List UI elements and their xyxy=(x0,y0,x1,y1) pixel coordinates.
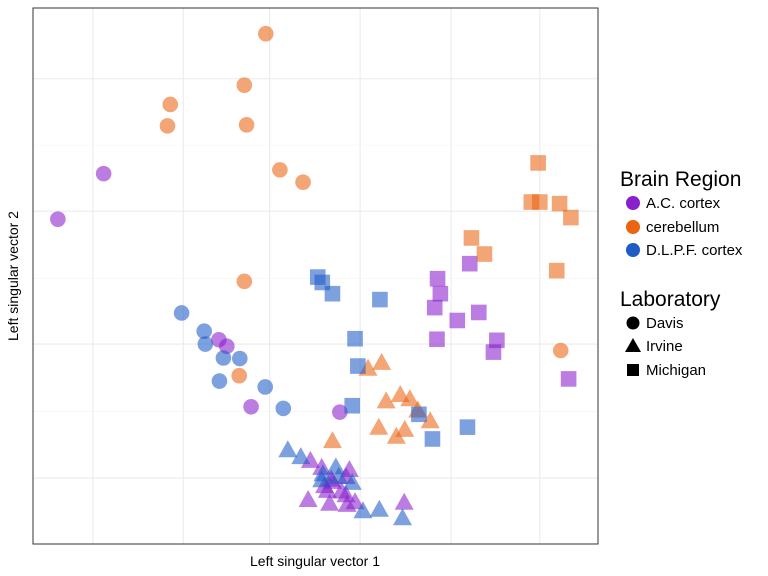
data-point-a-c-cortex-michigan xyxy=(429,331,445,348)
data-point-cerebellum-michigan xyxy=(532,194,548,210)
data-point-cerebellum-davis xyxy=(295,174,311,190)
data-point-cerebellum-irvine xyxy=(372,352,392,370)
data-point-d-l-p-f-cortex-irvine xyxy=(369,499,389,517)
data-point-d-l-p-f-cortex-irvine xyxy=(291,447,311,465)
data-point-a-c-cortex-irvine xyxy=(317,480,337,498)
data-point-d-l-p-f-cortex-irvine xyxy=(353,501,373,519)
data-point-cerebellum-davis xyxy=(272,162,288,178)
legend-lab-title: Laboratory xyxy=(620,288,721,311)
data-point-d-l-p-f-cortex-davis xyxy=(211,373,228,389)
data-point-a-c-cortex-davis xyxy=(95,165,112,182)
data-point-d-l-p-f-cortex-irvine xyxy=(329,467,349,484)
data-point-cerebellum-michigan xyxy=(463,230,480,246)
data-point-cerebellum-davis xyxy=(231,367,248,384)
data-point-d-l-p-f-cortex-davis xyxy=(275,400,292,417)
data-point-cerebellum-davis xyxy=(257,25,274,42)
data-point-d-l-p-f-cortex-michigan xyxy=(459,419,476,435)
data-point-a-c-cortex-irvine xyxy=(345,492,365,510)
plot-border xyxy=(32,7,599,545)
data-point-d-l-p-f-cortex-davis xyxy=(231,350,248,367)
x-axis-title: Left singular vector 1 xyxy=(250,553,380,569)
data-point-a-c-cortex-michigan xyxy=(470,304,487,321)
major-gridlines xyxy=(33,8,598,544)
data-point-d-l-p-f-cortex-michigan xyxy=(424,431,441,447)
data-point-a-c-cortex-davis xyxy=(331,404,348,420)
legend-region-title: Brain Region xyxy=(620,168,741,191)
data-point-d-l-p-f-cortex-michigan xyxy=(350,358,366,374)
y-axis-title: Left singular vector 2 xyxy=(5,211,21,341)
data-point-d-l-p-f-cortex-michigan xyxy=(344,397,361,414)
data-point-a-c-cortex-irvine xyxy=(320,493,340,511)
data-point-a-c-cortex-michigan xyxy=(449,312,466,329)
legend-region-label-dlpf-cortex: D.L.P.F. cortex xyxy=(646,242,743,259)
data-point-cerebellum-davis xyxy=(552,342,569,359)
data-point-d-l-p-f-cortex-irvine xyxy=(342,472,362,490)
data-point-a-c-cortex-michigan xyxy=(560,371,577,387)
data-point-cerebellum-irvine xyxy=(395,419,415,437)
data-point-d-l-p-f-cortex-irvine xyxy=(278,440,298,458)
data-point-a-c-cortex-michigan xyxy=(485,344,502,360)
data-point-cerebellum-irvine xyxy=(400,389,420,407)
legend-region-key-cerebellum xyxy=(626,220,640,234)
data-point-cerebellum-irvine xyxy=(376,391,396,409)
legend-lab-key-michigan xyxy=(627,364,639,376)
data-point-a-c-cortex-davis xyxy=(218,338,235,355)
data-point-d-l-p-f-cortex-michigan xyxy=(372,291,388,308)
data-point-a-c-cortex-michigan xyxy=(426,299,443,316)
data-point-cerebellum-davis xyxy=(236,273,253,290)
legend-lab-label-irvine: Irvine xyxy=(646,338,683,355)
data-point-d-l-p-f-cortex-michigan xyxy=(411,406,427,423)
data-point-d-l-p-f-cortex-irvine xyxy=(326,457,346,475)
data-point-a-c-cortex-michigan xyxy=(429,270,446,287)
legend-region-key-dlpf-cortex xyxy=(626,243,640,257)
legend-region-label-ac-cortex: A.C. cortex xyxy=(646,195,721,212)
data-point-a-c-cortex-michigan xyxy=(432,285,449,302)
data-point-d-l-p-f-cortex-davis xyxy=(257,379,274,395)
data-point-cerebellum-michigan xyxy=(563,209,579,226)
data-point-cerebellum-irvine xyxy=(420,411,440,429)
data-point-d-l-p-f-cortex-davis xyxy=(173,305,190,321)
data-point-d-l-p-f-cortex-michigan xyxy=(324,285,341,302)
data-point-d-l-p-f-cortex-davis xyxy=(197,336,214,352)
data-point-a-c-cortex-davis xyxy=(50,211,66,227)
legend-lab-label-michigan: Michigan xyxy=(646,362,706,379)
data-point-cerebellum-michigan xyxy=(548,262,565,279)
data-point-a-c-cortex-irvine xyxy=(336,485,356,503)
data-points xyxy=(50,25,579,526)
data-point-d-l-p-f-cortex-irvine xyxy=(393,508,413,526)
legend-laboratory: Laboratory Davis Irvine Michigan xyxy=(620,288,721,379)
data-point-cerebellum-davis xyxy=(238,117,255,133)
data-point-cerebellum-michigan xyxy=(530,155,546,171)
legend-lab-key-davis xyxy=(626,316,640,330)
data-point-d-l-p-f-cortex-davis xyxy=(196,323,212,340)
data-point-cerebellum-michigan xyxy=(551,195,568,212)
data-point-a-c-cortex-michigan xyxy=(489,332,505,349)
data-point-cerebellum-davis xyxy=(159,118,176,134)
data-point-a-c-cortex-irvine xyxy=(394,492,414,510)
data-point-cerebellum-davis xyxy=(162,96,179,113)
data-point-cerebellum-irvine xyxy=(369,417,389,435)
plot-panel xyxy=(32,7,599,545)
data-point-cerebellum-davis xyxy=(236,77,253,93)
data-point-cerebellum-irvine xyxy=(322,431,342,449)
data-point-a-c-cortex-michigan xyxy=(461,255,478,272)
data-point-a-c-cortex-davis xyxy=(243,398,259,415)
legend-region-key-ac-cortex xyxy=(626,196,640,210)
legend-region-label-cerebellum: cerebellum xyxy=(646,219,719,236)
legend-lab-key-irvine xyxy=(625,338,641,352)
data-point-cerebellum-michigan xyxy=(476,246,493,262)
data-point-a-c-cortex-irvine xyxy=(298,490,318,508)
legend-lab-label-davis: Davis xyxy=(646,315,684,332)
data-point-d-l-p-f-cortex-irvine xyxy=(312,470,332,488)
data-point-cerebellum-irvine xyxy=(390,384,410,402)
data-point-d-l-p-f-cortex-davis xyxy=(215,350,232,366)
legend-brain-region: Brain Region A.C. cortex cerebellum D.L.… xyxy=(620,168,743,259)
data-point-d-l-p-f-cortex-michigan xyxy=(347,330,363,347)
